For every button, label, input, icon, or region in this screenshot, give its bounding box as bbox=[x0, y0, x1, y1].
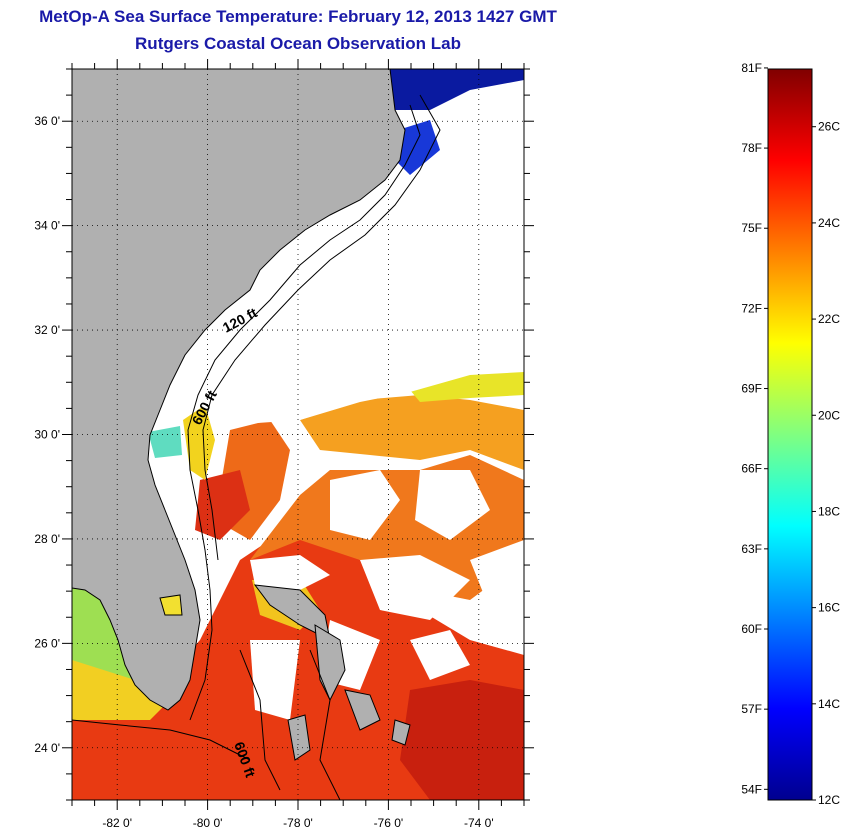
sst-cyan-patch bbox=[148, 426, 182, 458]
colorbar-label-c: 20C bbox=[818, 408, 840, 422]
sst-cold-north bbox=[390, 69, 524, 110]
colorbar-label-c: 22C bbox=[818, 312, 840, 326]
lat-tick-label: 36 0' bbox=[34, 114, 60, 128]
lon-tick-label: -78 0' bbox=[283, 816, 313, 830]
depth-contours bbox=[72, 94, 441, 800]
lat-tick-label: 30 0' bbox=[34, 428, 60, 442]
axis-ticks: -82 0' -80 0' -78 0' -76 0' -74 0' 36 0' 34 0'… bbox=[34, 59, 534, 830]
plot-frame bbox=[71, 68, 525, 801]
lon-tick-label: -80 0' bbox=[193, 816, 223, 830]
colorbar-label-f: 75F bbox=[741, 221, 762, 235]
colorbar-label-f: 78F bbox=[741, 141, 762, 155]
colorbar-labels: 81F 78F 75F 72F 69F 66F 63F 60F 57F 54F 26C 24C 22C 2… bbox=[741, 61, 840, 807]
land-mass bbox=[72, 69, 406, 711]
lat-tick-label: 28 0' bbox=[34, 532, 60, 546]
sst-yellow-gulf bbox=[72, 660, 170, 720]
colorbar-label-c: 18C bbox=[818, 504, 840, 518]
lat-tick-label: 24 0' bbox=[34, 741, 60, 755]
cloud-cover bbox=[200, 345, 524, 720]
colorbar-label-c: 24C bbox=[818, 216, 840, 230]
colorbar-label-f: 57F bbox=[741, 702, 762, 716]
sst-blue-streaks bbox=[395, 120, 440, 175]
lat-tick-label: 26 0' bbox=[34, 636, 60, 650]
sst-yellow-shelf bbox=[183, 405, 215, 480]
lat-tick-label: 34 0' bbox=[34, 219, 60, 233]
colorbar-label-f: 66F bbox=[741, 462, 762, 476]
colorbar-label-f: 54F bbox=[741, 782, 762, 796]
graticule bbox=[72, 69, 524, 800]
colorbar-label-c: 16C bbox=[818, 601, 840, 615]
sst-green-gulf bbox=[72, 580, 140, 690]
lon-tick-label: -82 0' bbox=[102, 816, 132, 830]
colorbar-label-c: 26C bbox=[818, 120, 840, 134]
colorbar-label-f: 81F bbox=[741, 61, 762, 75]
sst-deep-red-south bbox=[400, 680, 524, 800]
colorbar-label-c: 12C bbox=[818, 793, 840, 807]
colorbar bbox=[767, 68, 813, 801]
sst-red-coastal bbox=[195, 470, 250, 540]
colorbar-label-c: 14C bbox=[818, 697, 840, 711]
map-title: MetOp-A Sea Surface Temperature: Februar… bbox=[39, 7, 557, 26]
colorbar-label-f: 60F bbox=[741, 622, 762, 636]
sst-orange-north bbox=[300, 395, 524, 470]
map-subtitle: Rutgers Coastal Ocean Observation Lab bbox=[135, 34, 461, 53]
lat-tick-label: 32 0' bbox=[34, 323, 60, 337]
colorbar-label-f: 63F bbox=[741, 542, 762, 556]
colorbar-label-f: 69F bbox=[741, 382, 762, 396]
lon-tick-label: -76 0' bbox=[374, 816, 404, 830]
sst-yellow-north-edge bbox=[410, 372, 524, 402]
colorbar-label-f: 72F bbox=[741, 301, 762, 315]
lon-tick-label: -74 0' bbox=[464, 816, 494, 830]
